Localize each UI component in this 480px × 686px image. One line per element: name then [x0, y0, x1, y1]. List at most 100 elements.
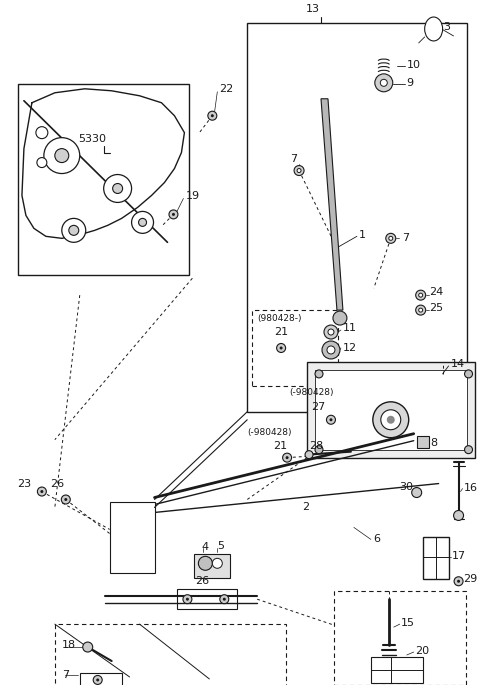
Circle shape: [454, 577, 463, 586]
Bar: [417, 436, 429, 448]
Text: 4: 4: [202, 543, 208, 552]
Text: 21: 21: [273, 440, 287, 451]
Circle shape: [315, 370, 323, 378]
Text: (-980428): (-980428): [247, 428, 292, 437]
Circle shape: [44, 138, 80, 174]
Circle shape: [64, 498, 67, 501]
Circle shape: [186, 598, 189, 601]
Text: 16: 16: [464, 482, 478, 493]
Circle shape: [380, 80, 387, 86]
Circle shape: [132, 211, 154, 233]
Text: 10: 10: [407, 60, 421, 70]
Circle shape: [198, 556, 212, 570]
Text: 19: 19: [185, 191, 200, 202]
Text: 20: 20: [415, 646, 429, 656]
Circle shape: [389, 237, 393, 240]
Text: 7: 7: [62, 670, 69, 680]
Circle shape: [465, 370, 472, 378]
Circle shape: [36, 127, 48, 139]
Circle shape: [419, 293, 423, 297]
Circle shape: [211, 114, 214, 117]
Circle shape: [183, 595, 192, 604]
Text: 5: 5: [217, 541, 224, 552]
Circle shape: [324, 325, 338, 339]
Circle shape: [328, 329, 334, 335]
Bar: [178, 589, 237, 609]
Circle shape: [381, 410, 401, 429]
Text: 13: 13: [306, 4, 320, 14]
Circle shape: [83, 642, 93, 652]
Circle shape: [96, 678, 99, 681]
Circle shape: [37, 158, 47, 167]
Circle shape: [113, 183, 122, 193]
Text: 22: 22: [219, 84, 234, 94]
Text: 7: 7: [402, 233, 409, 244]
Text: 21: 21: [274, 327, 288, 337]
Text: 15: 15: [401, 618, 415, 628]
Bar: [334, 591, 466, 685]
Circle shape: [169, 210, 178, 219]
Text: 11: 11: [343, 323, 357, 333]
Circle shape: [294, 165, 304, 176]
Circle shape: [419, 308, 423, 312]
Circle shape: [327, 346, 335, 354]
Bar: [423, 537, 449, 579]
Circle shape: [40, 490, 43, 493]
Circle shape: [208, 111, 217, 120]
Circle shape: [139, 218, 146, 226]
Text: 14: 14: [451, 359, 465, 369]
Text: 8: 8: [431, 438, 438, 448]
Circle shape: [93, 676, 102, 685]
Text: 24: 24: [429, 287, 443, 297]
Bar: [247, 23, 467, 412]
Text: 7: 7: [290, 154, 298, 163]
Text: 28: 28: [309, 440, 324, 451]
Bar: [18, 84, 190, 275]
Circle shape: [315, 446, 323, 453]
Text: 23: 23: [17, 479, 31, 488]
Circle shape: [55, 149, 69, 163]
Text: 30: 30: [399, 482, 413, 492]
Bar: [194, 554, 230, 578]
Circle shape: [280, 346, 283, 349]
Circle shape: [416, 305, 426, 315]
Text: 17: 17: [452, 552, 466, 561]
Text: 1: 1: [359, 230, 366, 240]
Text: 25: 25: [429, 303, 443, 313]
Circle shape: [305, 451, 313, 459]
Text: 26: 26: [195, 576, 209, 587]
Circle shape: [412, 488, 421, 497]
Text: (-980428): (-980428): [289, 388, 334, 397]
Circle shape: [329, 418, 333, 421]
Bar: [252, 310, 338, 386]
Circle shape: [220, 595, 229, 604]
Circle shape: [62, 218, 86, 242]
Circle shape: [465, 446, 472, 453]
Circle shape: [283, 453, 291, 462]
Bar: [55, 624, 286, 686]
Circle shape: [276, 344, 286, 353]
Circle shape: [416, 290, 426, 300]
Circle shape: [172, 213, 175, 216]
Text: 26: 26: [50, 479, 64, 488]
Ellipse shape: [425, 17, 443, 41]
Text: 29: 29: [464, 574, 478, 584]
Circle shape: [375, 74, 393, 92]
Polygon shape: [321, 99, 343, 310]
Circle shape: [454, 510, 464, 521]
Text: 3: 3: [444, 22, 451, 32]
Circle shape: [387, 416, 395, 424]
Text: 12: 12: [343, 343, 357, 353]
Circle shape: [212, 558, 222, 568]
Bar: [109, 501, 155, 573]
Circle shape: [333, 311, 347, 325]
Circle shape: [223, 598, 226, 601]
Circle shape: [326, 415, 336, 424]
Text: 9: 9: [407, 78, 414, 88]
Bar: [307, 362, 475, 458]
Text: (980428-): (980428-): [257, 314, 302, 322]
Circle shape: [286, 456, 288, 459]
Circle shape: [297, 169, 301, 173]
Circle shape: [373, 402, 408, 438]
Text: 6: 6: [373, 534, 380, 545]
